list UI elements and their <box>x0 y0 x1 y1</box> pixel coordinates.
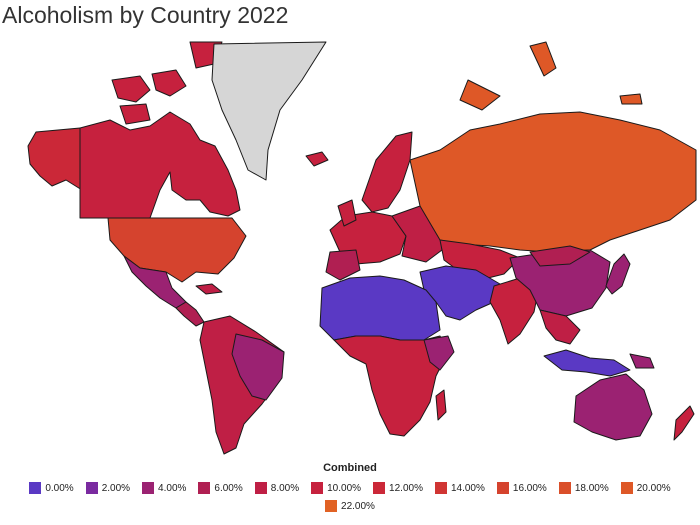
legend-item[interactable]: 6.00% <box>198 482 243 494</box>
region-japan[interactable] <box>605 253 631 295</box>
region-australia[interactable] <box>573 373 653 441</box>
region-scandinavia[interactable] <box>361 131 413 213</box>
region-papua-new-guinea[interactable] <box>629 353 655 369</box>
legend-swatch <box>142 482 155 494</box>
legend-title: Combined <box>323 462 377 474</box>
region-canada-arctic-islands[interactable] <box>111 41 223 125</box>
legend-label: 8.00% <box>270 482 300 494</box>
legend-label: 0.00% <box>45 482 74 494</box>
legend-swatch <box>558 482 571 494</box>
region-mongolia[interactable] <box>529 245 591 267</box>
legend-swatch <box>311 482 324 494</box>
legend-item[interactable]: 8.00% <box>254 482 300 494</box>
legend-swatch <box>85 482 98 494</box>
legend-swatch <box>434 482 447 494</box>
region-indonesia[interactable] <box>543 349 631 377</box>
legend-label: 12.00% <box>389 482 423 494</box>
legend-item[interactable]: 4.00% <box>142 482 186 494</box>
legend-swatch <box>325 500 338 512</box>
region-southeast-asia[interactable] <box>539 309 581 345</box>
legend-swatch <box>198 482 211 494</box>
legend-label: 2.00% <box>101 482 131 494</box>
region-brazil[interactable] <box>231 333 285 401</box>
legend-item[interactable]: 22.00% <box>325 500 375 512</box>
region-east-africa[interactable] <box>423 335 455 371</box>
region-sub-saharan-africa[interactable] <box>333 335 449 437</box>
legend-swatch <box>373 482 386 494</box>
region-north-africa[interactable] <box>319 275 441 341</box>
region-canada[interactable] <box>79 111 241 219</box>
legend-swatch <box>254 482 267 494</box>
legend-label: 14.00% <box>450 482 485 494</box>
legend-item[interactable]: 16.00% <box>496 482 547 494</box>
region-caribbean[interactable] <box>195 283 223 295</box>
legend-item[interactable]: 12.00% <box>373 482 423 494</box>
region-iceland[interactable] <box>305 151 329 167</box>
region-united-states[interactable] <box>107 217 247 283</box>
legend-label: 18.00% <box>574 482 609 494</box>
legend-label: 4.00% <box>158 482 187 494</box>
legend-item[interactable]: 0.00% <box>29 482 74 494</box>
legend-swatch <box>496 482 509 494</box>
region-greenland[interactable] <box>211 41 327 181</box>
region-russia[interactable] <box>409 111 697 253</box>
region-new-zealand[interactable] <box>673 405 695 441</box>
legend-label: 22.00% <box>341 500 375 512</box>
world-choropleth-map <box>27 41 697 455</box>
map-title: Alcoholism by Country 2022 <box>2 2 289 28</box>
legend-item[interactable]: 2.00% <box>85 482 131 494</box>
region-russia-arctic-islands[interactable] <box>459 41 643 111</box>
legend-swatch <box>620 482 633 494</box>
legend-item[interactable]: 18.00% <box>558 482 609 494</box>
legend-label: 10.00% <box>327 482 362 494</box>
region-iberia[interactable] <box>325 249 361 281</box>
legend-label: 6.00% <box>214 482 243 494</box>
region-uk-ireland[interactable] <box>337 199 357 227</box>
legend-item[interactable]: 14.00% <box>434 482 485 494</box>
region-madagascar[interactable] <box>435 389 447 421</box>
legend-item[interactable]: 10.00% <box>311 482 361 494</box>
legend-label: 16.00% <box>512 482 547 494</box>
legend-item[interactable]: 20.00% <box>620 482 671 494</box>
region-central-america[interactable] <box>175 301 205 327</box>
legend-label: 20.00% <box>636 482 671 494</box>
region-alaska[interactable] <box>27 127 83 191</box>
legend: Combined 0.00% 2.00% 4.00% 6.00% 8.00% 10.00%… <box>0 462 700 512</box>
legend-swatch <box>29 482 42 494</box>
legend-items: 0.00% 2.00% 4.00% 6.00% 8.00% 10.00% 12.00% 14.… <box>20 482 680 512</box>
